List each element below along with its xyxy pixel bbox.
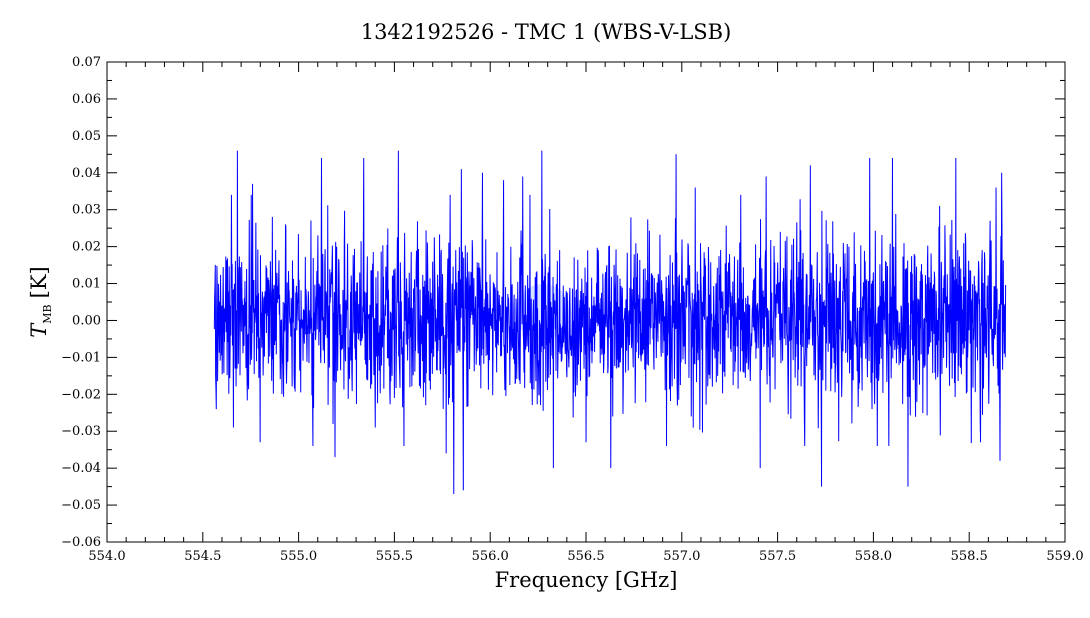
y-tick-label: 0.07 xyxy=(72,55,101,70)
y-axis-label-main: T xyxy=(27,322,51,338)
y-axis-label-unit: [K] xyxy=(27,266,51,298)
y-tick-label: −0.01 xyxy=(61,350,101,365)
x-tick-label: 559.0 xyxy=(1046,549,1083,564)
x-tick-label: 555.0 xyxy=(280,549,317,564)
y-tick-label: 0.03 xyxy=(72,203,101,218)
y-tick-label: 0.04 xyxy=(72,166,101,181)
spectrum-series xyxy=(213,150,1007,495)
y-tick-label: −0.04 xyxy=(61,461,101,476)
x-tick-label: 558.0 xyxy=(855,549,892,564)
x-tick-label: 558.5 xyxy=(951,549,988,564)
y-tick-label: 0.01 xyxy=(72,277,101,292)
x-tick-label: 557.5 xyxy=(759,549,796,564)
y-tick-label: −0.06 xyxy=(61,535,101,550)
spectrum-line xyxy=(213,150,1007,495)
y-axis-label-sub: MB xyxy=(41,304,54,323)
x-tick-label: 554.0 xyxy=(88,549,125,564)
y-tick-label: −0.03 xyxy=(61,424,101,439)
x-axis-ticks: 554.0 554.5 555.0 555.5 556.0 556.5 557.0 557.5… xyxy=(88,62,1084,564)
y-tick-label: −0.05 xyxy=(61,498,101,513)
x-tick-label: 554.5 xyxy=(184,549,221,564)
y-tick-label: 0.06 xyxy=(72,92,101,107)
y-axis-ticks: −0.06 −0.05 −0.04 −0.03 −0.02 −0.01 0.00 0.01 0.… xyxy=(61,55,1065,550)
y-tick-label: 0.05 xyxy=(72,129,101,144)
y-tick-label: −0.02 xyxy=(61,387,101,402)
x-tick-label: 557.0 xyxy=(663,549,700,564)
x-tick-label: 556.5 xyxy=(567,549,604,564)
x-axis-label: Frequency [GHz] xyxy=(495,568,678,592)
y-tick-label: 0.00 xyxy=(72,313,101,328)
y-axis-label: TMB [K] xyxy=(27,266,54,337)
x-tick-label: 555.5 xyxy=(376,549,413,564)
y-tick-label: 0.02 xyxy=(72,240,101,255)
x-tick-label: 556.0 xyxy=(472,549,509,564)
chart-title: 1342192526 - TMC 1 (WBS-V-LSB) xyxy=(361,20,732,44)
svg-text:TMB[K]: TMB [K] xyxy=(27,266,54,337)
